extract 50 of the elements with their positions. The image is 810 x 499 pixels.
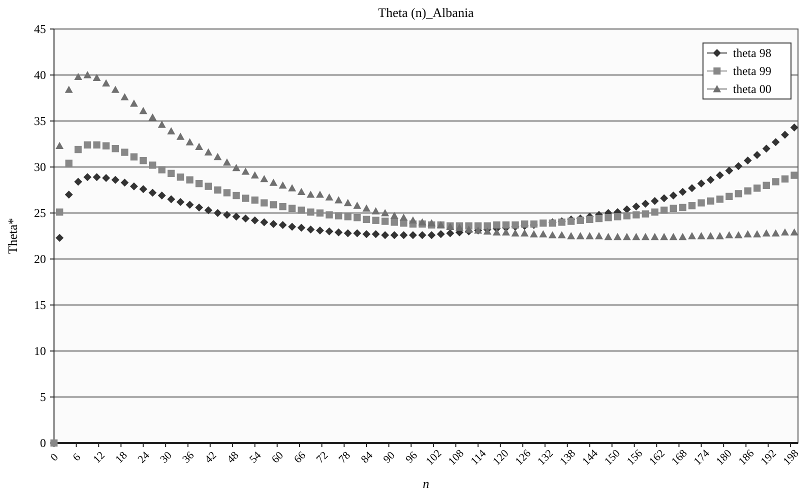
x-tick-label: 60 [270, 449, 286, 466]
x-tick-label: 138 [558, 447, 578, 468]
x-tick-label: 96 [404, 449, 420, 466]
y-tick-label: 15 [34, 298, 46, 312]
x-tick-label: 72 [314, 449, 331, 466]
x-tick-label: 36 [180, 449, 198, 466]
x-tick-label: 192 [758, 448, 779, 468]
y-tick-label: 0 [40, 436, 46, 450]
y-tick-label: 45 [34, 22, 46, 36]
x-tick-label: 66 [292, 449, 309, 466]
x-tick-label: 180 [714, 447, 735, 468]
x-tick-label: 132 [536, 448, 556, 468]
x-tick-label: 78 [336, 449, 354, 466]
x-tick-label: 42 [202, 449, 219, 466]
y-axis-title: Theta* [5, 218, 20, 254]
x-tick-label: 168 [669, 447, 690, 468]
x-tick-label: 6 [70, 451, 84, 464]
x-tick-label: 186 [736, 447, 757, 468]
y-tick-label: 20 [34, 252, 46, 266]
x-tick-label: 18 [113, 449, 130, 466]
legend-label: theta 98 [733, 46, 772, 60]
x-tick-label: 120 [490, 447, 512, 468]
x-tick-label: 102 [424, 448, 444, 468]
y-tick-label: 40 [34, 68, 46, 82]
x-tick-label: 156 [624, 447, 646, 468]
x-tick-label: 48 [225, 449, 242, 466]
x-tick-label: 144 [580, 447, 601, 468]
x-tick-label: 114 [468, 447, 489, 468]
x-tick-label: 84 [358, 449, 376, 466]
x-tick-label: 0 [48, 451, 62, 464]
x-tick-label: 150 [602, 447, 624, 468]
legend-label: theta 00 [733, 82, 772, 96]
y-tick-label: 35 [34, 114, 46, 128]
x-tick-label: 12 [91, 449, 108, 466]
x-tick-label: 54 [247, 449, 264, 466]
y-tick-label: 30 [34, 160, 46, 174]
x-tick-label: 90 [381, 449, 398, 466]
y-tick-label: 10 [34, 344, 46, 358]
x-tick-label: 24 [136, 449, 152, 466]
chart-title: Theta (n)_Albania [378, 5, 474, 20]
x-tick-label: 174 [692, 447, 712, 468]
legend-label: theta 99 [733, 64, 772, 78]
x-tick-label: 198 [781, 447, 802, 468]
x-tick-label: 30 [158, 449, 175, 466]
y-tick-label: 25 [34, 206, 46, 220]
y-tick-label: 5 [40, 390, 46, 404]
x-tick-label: 162 [647, 448, 668, 468]
x-axis-title: n [422, 476, 430, 491]
x-tick-label: 108 [446, 447, 467, 468]
x-tick-label: 126 [513, 447, 534, 468]
